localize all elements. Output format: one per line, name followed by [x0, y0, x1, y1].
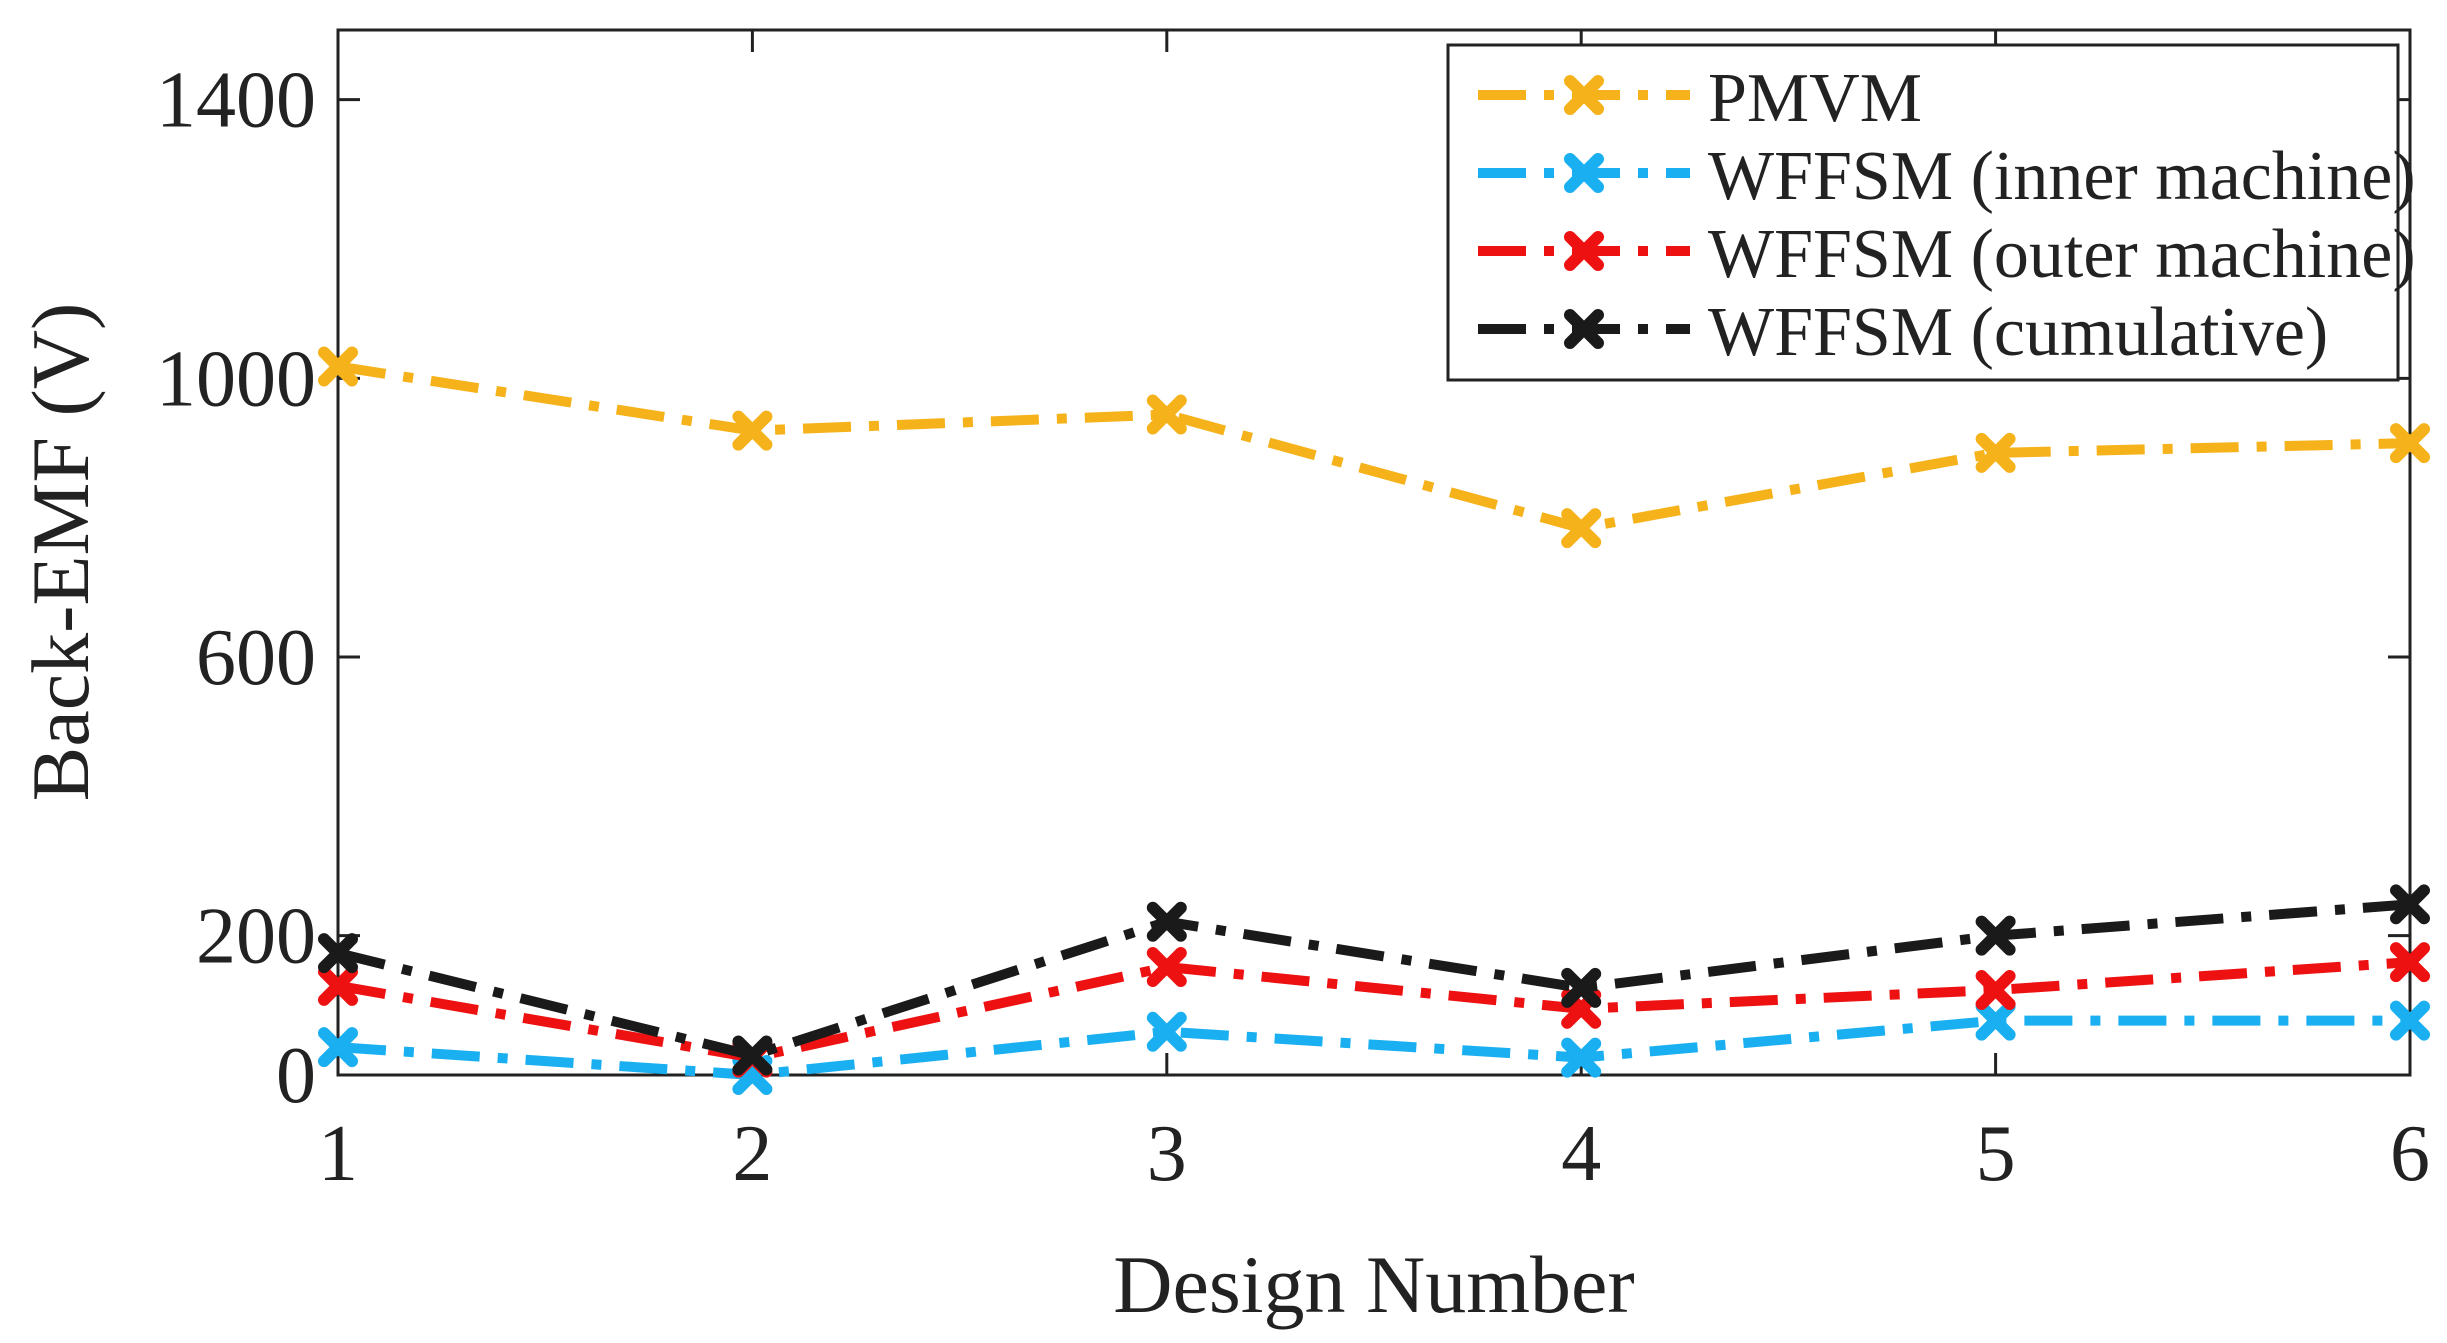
- marker-core: [2402, 954, 2418, 970]
- data-point: [318, 1027, 358, 1068]
- legend-marker: [1564, 153, 1604, 193]
- data-point: [2390, 942, 2430, 983]
- legend-marker: [1564, 309, 1604, 349]
- data-point: [732, 410, 773, 451]
- legend-marker: [1564, 75, 1604, 115]
- data-point: [1561, 1037, 1602, 1078]
- plot-area-frame: [336, 28, 2412, 1077]
- marker-core: [1573, 980, 1589, 996]
- data-point: [2390, 1000, 2430, 1041]
- x-axis-label: Design Number: [1113, 1239, 1635, 1330]
- series-wffsm-cumulative: [318, 884, 2430, 1076]
- marker-core: [1159, 914, 1175, 930]
- data-point: [318, 346, 358, 387]
- series-layer: [318, 346, 2430, 1095]
- marker-core: [1573, 520, 1589, 536]
- data-point: [2390, 423, 2430, 464]
- marker-core: [330, 358, 346, 375]
- legend-entry: WFFSM (cumulative): [1478, 294, 2328, 371]
- marker-core: [1987, 982, 2004, 998]
- y-tick-label: 1400: [156, 57, 316, 145]
- marker-core: [1987, 445, 2004, 461]
- marker-core: [1576, 243, 1592, 259]
- x-tick-label: 2: [732, 1110, 772, 1198]
- data-point: [1146, 901, 1187, 942]
- marker-core: [744, 1047, 761, 1064]
- data-point: [1975, 970, 2016, 1011]
- y-tick-label: 0: [276, 1032, 316, 1120]
- marker-core: [1987, 1012, 2004, 1029]
- marker-core: [1159, 1024, 1175, 1040]
- data-point: [2390, 884, 2430, 925]
- data-point: [732, 1035, 773, 1076]
- legend-label: PMVM: [1708, 60, 1922, 137]
- x-tick-label: 6: [2390, 1110, 2430, 1198]
- marker-core: [2402, 896, 2418, 913]
- x-tick-label: 5: [1976, 1110, 2016, 1198]
- series-line: [336, 899, 2411, 1061]
- legend-entry: PMVM: [1478, 60, 1922, 137]
- y-tick-label: 200: [196, 893, 316, 981]
- marker-core: [2402, 1012, 2418, 1029]
- series-line: [337, 957, 2411, 1063]
- data-point: [1146, 1011, 1187, 1052]
- data-point: [1561, 508, 1602, 549]
- marker-core: [1573, 1049, 1589, 1066]
- marker-core: [330, 978, 346, 994]
- series-wffsm-outer-machine: [318, 942, 2430, 1078]
- legend-label: WFFSM (outer machine): [1708, 216, 2416, 293]
- data-point: [1146, 947, 1187, 988]
- y-tick-label: 600: [196, 614, 316, 702]
- marker-core: [744, 422, 761, 439]
- legend-entry: WFFSM (inner machine): [1478, 138, 2416, 215]
- legend-label: WFFSM (inner machine): [1708, 138, 2416, 215]
- data-point: [1561, 967, 1602, 1008]
- data-point: [1975, 915, 2016, 956]
- marker-core: [330, 1039, 346, 1055]
- legend-label: WFFSM (cumulative): [1708, 294, 2328, 371]
- marker-core: [1576, 165, 1592, 181]
- marker-core: [330, 945, 346, 961]
- series-wffsm-inner-machine: [318, 1000, 2430, 1095]
- marker-core: [744, 1067, 761, 1083]
- marker-core: [1576, 321, 1592, 337]
- marker-core: [1987, 927, 2004, 944]
- legend-marker: [1564, 231, 1604, 271]
- marker-core: [1159, 406, 1175, 423]
- marker-core: [1159, 959, 1175, 975]
- x-tick-label: 4: [1561, 1110, 1601, 1198]
- data-point: [1146, 394, 1187, 435]
- data-point: [1975, 432, 2016, 473]
- marker-core: [1573, 1001, 1589, 1017]
- y-axis-label: Back-EMF (V): [15, 303, 106, 802]
- series-line: [337, 1015, 2410, 1080]
- data-point: [318, 965, 358, 1006]
- series-line: [337, 361, 2411, 534]
- x-tick-label: 3: [1147, 1110, 1187, 1198]
- marker-core: [2402, 435, 2418, 451]
- legend-entry: WFFSM (outer machine): [1478, 216, 2416, 293]
- data-point: [1975, 1000, 2016, 1041]
- marker-core: [1576, 87, 1592, 103]
- data-point: [318, 933, 358, 974]
- x-axis-ticks: 1 2 3 4 5 6: [318, 30, 2430, 1198]
- series-pmvm: [318, 346, 2430, 549]
- x-tick-label: 1: [318, 1110, 358, 1198]
- y-tick-label: 1000: [156, 335, 316, 423]
